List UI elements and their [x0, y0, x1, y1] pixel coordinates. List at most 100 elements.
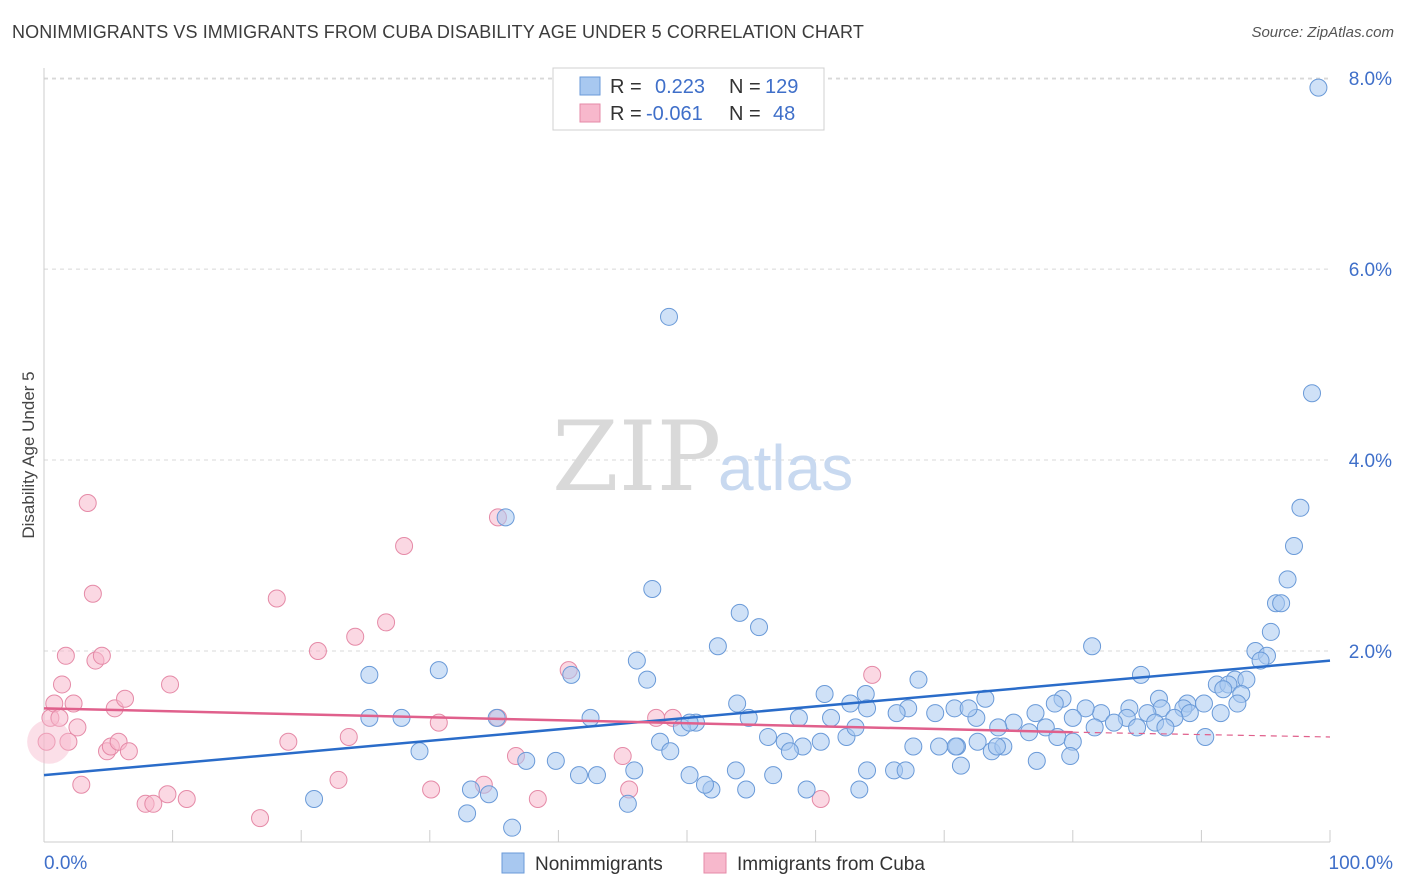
data-point-nonimmigrant	[360, 665, 379, 684]
data-point-cuba	[267, 589, 286, 608]
data-point-nonimmigrant	[503, 818, 522, 837]
data-point-cuba	[395, 536, 414, 555]
data-point-nonimmigrant	[904, 737, 923, 756]
y-tick-label: 4.0%	[1349, 451, 1392, 472]
data-point-cuba	[329, 770, 348, 789]
tick-layer: 2.0% 4.0% 6.0% 8.0% 0.0% 100.0%	[43, 69, 1394, 874]
data-point-nonimmigrant	[1027, 751, 1046, 770]
data-point-nonimmigrant	[638, 670, 657, 689]
x-tick-label: 100.0%	[1329, 853, 1394, 874]
legend-bottom-swatch-cuba	[703, 852, 727, 874]
data-point-cuba	[251, 809, 270, 828]
watermark-zip: ZIP	[552, 401, 721, 513]
legend-n-label-2: N =	[729, 103, 761, 125]
data-point-nonimmigrant	[730, 603, 749, 622]
data-point-nonimmigrant	[909, 670, 928, 689]
data-point-cuba	[78, 494, 97, 513]
data-point-nonimmigrant	[737, 780, 756, 799]
data-point-nonimmigrant	[750, 618, 769, 637]
data-point-cuba	[119, 742, 138, 761]
data-point-cuba	[56, 646, 75, 665]
data-point-nonimmigrant	[1063, 708, 1082, 727]
data-point-nonimmigrant	[1251, 651, 1270, 670]
data-point-nonimmigrant	[659, 307, 678, 326]
legend-r-label-1: R =	[610, 76, 642, 98]
grid-layer	[44, 77, 1330, 652]
data-point-cuba	[346, 627, 365, 646]
data-point-nonimmigrant	[968, 732, 987, 751]
data-point-nonimmigrant	[461, 780, 480, 799]
data-point-nonimmigrant	[1302, 384, 1321, 403]
legend-r-value-1: 0.223	[655, 76, 705, 98]
data-point-nonimmigrant	[822, 708, 841, 727]
data-point-nonimmigrant	[618, 794, 637, 813]
data-point-nonimmigrant	[759, 727, 778, 746]
point-layer	[27, 78, 1328, 837]
data-point-nonimmigrant	[1194, 694, 1213, 713]
data-point-cuba-large	[27, 719, 72, 764]
data-point-nonimmigrant	[562, 665, 581, 684]
chart-source: Source: ZipAtlas.com	[1251, 24, 1394, 41]
legend-n-value-2: 48	[773, 103, 795, 125]
data-point-nonimmigrant	[661, 742, 680, 761]
data-point-nonimmigrant	[811, 732, 830, 751]
legend-swatch-nonimmigrants	[579, 76, 601, 96]
data-point-cuba	[308, 642, 327, 661]
data-point-nonimmigrant	[1228, 694, 1247, 713]
legend-bottom: Nonimmigrants Immigrants from Cuba	[501, 852, 925, 875]
data-point-nonimmigrant	[1309, 78, 1328, 97]
data-point-nonimmigrant	[1026, 704, 1045, 723]
data-point-nonimmigrant	[708, 637, 727, 656]
data-point-nonimmigrant	[1085, 718, 1104, 737]
data-point-nonimmigrant	[989, 718, 1008, 737]
data-point-nonimmigrant	[546, 751, 565, 770]
data-point-cuba	[92, 646, 111, 665]
data-point-nonimmigrant	[959, 699, 978, 718]
data-point-cuba	[422, 780, 441, 799]
y-tick-label: 8.0%	[1349, 69, 1392, 90]
data-point-cuba	[279, 732, 298, 751]
data-point-nonimmigrant	[1131, 665, 1150, 684]
data-point-nonimmigrant	[1272, 594, 1291, 613]
data-point-nonimmigrant	[1128, 718, 1147, 737]
data-point-nonimmigrant	[726, 761, 745, 780]
data-point-nonimmigrant	[627, 651, 646, 670]
data-point-nonimmigrant	[410, 742, 429, 761]
data-point-nonimmigrant	[1180, 704, 1199, 723]
data-point-cuba	[613, 747, 632, 766]
data-point-nonimmigrant	[896, 761, 915, 780]
data-point-cuba	[158, 785, 177, 804]
legend-swatch-cuba	[579, 103, 601, 123]
legend-n-value-1: 129	[765, 76, 798, 98]
data-point-cuba	[528, 790, 547, 809]
data-point-nonimmigrant	[987, 737, 1006, 756]
data-point-cuba	[377, 613, 396, 632]
data-point-nonimmigrant	[1261, 622, 1280, 641]
data-point-nonimmigrant	[429, 661, 448, 680]
data-point-nonimmigrant	[850, 780, 869, 799]
data-point-nonimmigrant	[1284, 536, 1303, 555]
data-point-cuba	[116, 689, 135, 708]
data-point-nonimmigrant	[680, 766, 699, 785]
data-point-nonimmigrant	[1156, 718, 1175, 737]
x-tick-label: 0.0%	[44, 853, 87, 874]
data-point-nonimmigrant	[479, 785, 498, 804]
data-point-nonimmigrant	[797, 780, 816, 799]
y-axis-label: Disability Age Under 5	[19, 371, 38, 538]
data-point-nonimmigrant	[1278, 570, 1297, 589]
data-point-nonimmigrant	[1211, 704, 1230, 723]
data-point-cuba	[177, 790, 196, 809]
data-point-cuba	[83, 584, 102, 603]
legend-bottom-label-nonimmigrants: Nonimmigrants	[535, 854, 663, 875]
trend-line-cuba-extension	[1072, 731, 1331, 738]
trend-line-nonimmigrants	[43, 659, 1331, 777]
data-point-cuba	[144, 794, 163, 813]
data-point-nonimmigrant	[625, 761, 644, 780]
data-point-nonimmigrant	[458, 804, 477, 823]
legend-bottom-swatch-nonimmigrants	[501, 852, 525, 874]
data-point-nonimmigrant	[858, 699, 877, 718]
data-point-nonimmigrant	[1214, 680, 1233, 699]
watermark: ZIP atlas	[552, 401, 853, 513]
legend-top: R = 0.223 N = 129 R = -0.061 N = 48	[552, 67, 825, 131]
data-point-cuba	[811, 790, 830, 809]
